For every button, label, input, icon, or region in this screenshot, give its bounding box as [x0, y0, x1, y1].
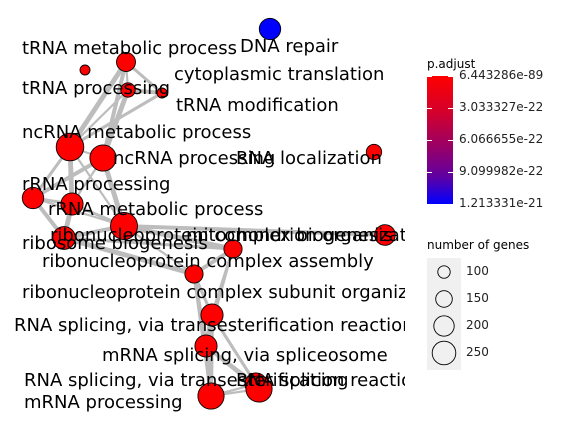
color-legend-tick: 3.033327e-22 [459, 100, 544, 114]
node-n2 [258, 17, 282, 41]
node-n6 [55, 132, 85, 162]
edge-n13-n14 [63, 236, 234, 251]
node-n16 [200, 303, 224, 327]
node-n17 [194, 334, 218, 358]
node-n11 [110, 212, 138, 240]
node-label-n5: tRNA modification [176, 95, 339, 116]
node-label-n11: ribonucleoprotein complex biogenesis [50, 225, 393, 246]
size-legend-circle [437, 265, 451, 279]
node-label-n7: ncRNA processing [113, 148, 275, 169]
node-n19 [197, 382, 225, 410]
edge-n11-n15 [123, 225, 195, 275]
node-n7 [89, 144, 117, 172]
node-label-n19: mRNA processing [24, 392, 183, 413]
node-n3 [79, 64, 91, 76]
node-label-n1: tRNA metabolic process [22, 38, 237, 59]
edge-n6-n11 [69, 146, 125, 227]
edge-n11-n14 [123, 223, 234, 252]
color-legend-tick-mark [448, 172, 453, 173]
color-legend-tick-mark [427, 108, 432, 109]
color-legend-title: p.adjust [427, 57, 476, 71]
network-plot-area: tRNA metabolic process DNA repair cytoplas… [14, 17, 405, 413]
edge-n12-n11 [123, 224, 386, 237]
node-n5 [156, 87, 168, 99]
node-label-n3: cytoplasmic translation [174, 64, 384, 85]
node-n20 [245, 375, 273, 403]
color-legend-tick-mark [448, 140, 453, 141]
node-n4 [120, 82, 136, 98]
node-n14 [223, 239, 243, 259]
network-plot: tRNA metabolic process DNA repair cytoplas… [14, 17, 405, 413]
size-legend-circle [433, 315, 455, 337]
node-labels: tRNA metabolic process DNA repair cytoplas… [14, 36, 405, 413]
color-legend-tick-mark [427, 140, 432, 141]
color-legend-tick-mark [448, 108, 453, 109]
node-label-n20: RNA splicing [236, 370, 349, 391]
color-legend-tick: 6.066655e-22 [459, 132, 544, 146]
color-legend-tick: 1.213331e-21 [459, 196, 544, 210]
node-label-n16: RNA splicing, via transesterification re… [14, 315, 405, 336]
node-n9 [21, 186, 45, 210]
node-label-n9: rRNA processing [22, 174, 170, 195]
node-label-n17: mRNA splicing, via spliceosome [102, 345, 388, 366]
node-label-n12: mitochondrion organization [186, 225, 405, 246]
color-legend-tick-mark [448, 76, 453, 77]
node-label-n8: RNA localization [236, 148, 382, 169]
legend-panel: p.adjust 6.443286e-89 3.033327e-22 6.06665… [405, 0, 562, 423]
color-legend-tick-mark [448, 204, 453, 205]
size-legend-circle [435, 290, 453, 308]
size-legend-tick: 200 [466, 318, 489, 332]
size-legend-tick: 100 [466, 264, 489, 278]
color-legend-tick-mark [427, 172, 432, 173]
node-n13 [52, 226, 76, 250]
node-label-n13: ribosome biogenesis [22, 233, 208, 254]
node-n15 [184, 264, 204, 284]
node-label-n4: tRNA processing [22, 78, 170, 99]
node-label-n15: ribonucleoprotein complex subunit organi… [22, 282, 405, 303]
color-legend-tick-mark [427, 204, 432, 205]
edge-n13-n15 [63, 235, 195, 277]
edge-n1-n6 [67, 60, 129, 149]
node-n1 [116, 52, 136, 72]
size-legend-tick: 250 [466, 345, 489, 359]
color-legend-tick: 9.099982e-22 [459, 164, 544, 178]
node-label-n14: ribonucleoprotein complex assembly [42, 251, 374, 272]
color-legend-tick: 6.443286e-89 [459, 68, 544, 82]
nodes [21, 17, 396, 410]
node-label-n18: RNA splicing, via transesterification re… [24, 370, 405, 391]
node-label-n10: rRNA metabolic process [48, 199, 263, 220]
color-legend-tick-mark [427, 76, 432, 77]
size-legend-circles [431, 265, 457, 366]
node-label-n2: DNA repair [240, 36, 339, 57]
size-legend-title: number of genes [427, 238, 530, 252]
node-n10 [60, 192, 84, 216]
node-label-n6: ncRNA metabolic process [22, 122, 251, 143]
size-legend-tick: 150 [466, 291, 489, 305]
node-n12 [374, 224, 396, 246]
node-n8 [365, 143, 383, 161]
size-legend-circle [431, 340, 457, 366]
